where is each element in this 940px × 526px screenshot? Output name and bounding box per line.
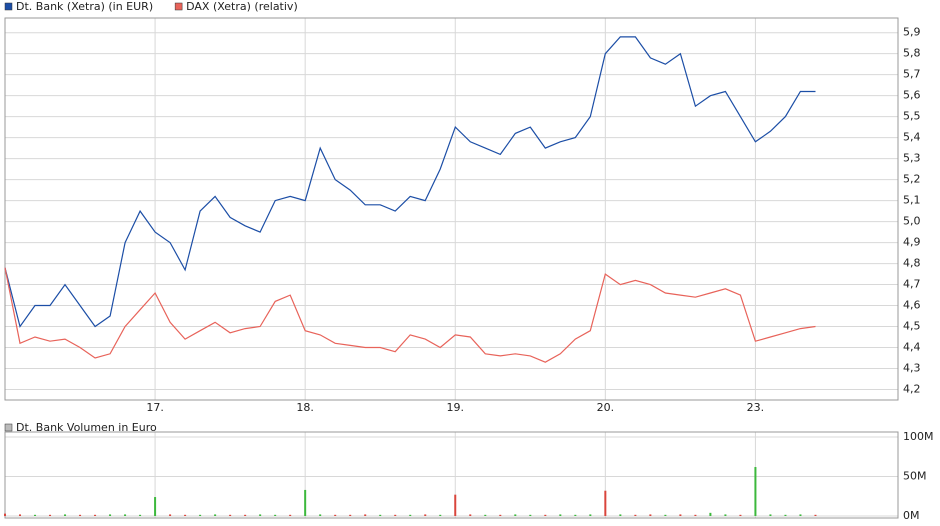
plot-border: [4, 431, 899, 519]
volume-bar: [454, 494, 457, 516]
panel-title: Dt. Bank Volumen in Euro: [16, 421, 157, 434]
volume-bar: [229, 514, 232, 516]
x-tick-label: 18.: [296, 401, 314, 414]
legend-swatch: [174, 2, 183, 11]
volume-bar: [739, 514, 742, 516]
volume-bar: [634, 514, 637, 516]
y-tick-label: 5,8: [903, 47, 921, 60]
y-tick-label: 5,3: [903, 152, 921, 165]
y-tick-label: 5,4: [903, 131, 921, 144]
y-tick-label: 4,5: [903, 320, 921, 333]
y-tick-label: 4,4: [903, 341, 921, 354]
volume-bar: [349, 514, 352, 516]
volume-bar: [379, 514, 382, 516]
series-line: [4, 267, 816, 363]
volume-bar: [124, 514, 127, 516]
title-swatch: [4, 423, 13, 432]
y-tick-label: 50M: [903, 470, 927, 483]
volume-bar: [604, 490, 607, 516]
volume-bar: [784, 514, 787, 516]
volume-bar: [64, 514, 67, 516]
x-tick-label: 19.: [447, 401, 465, 414]
y-tick-label: 5,2: [903, 173, 921, 186]
y-tick-label: 5,1: [903, 194, 921, 207]
volume-bar: [154, 497, 157, 516]
legend-swatch: [4, 2, 13, 11]
volume-bar: [334, 514, 337, 516]
volume-bar: [199, 514, 202, 516]
volume-bar: [499, 514, 502, 516]
volume-bar: [109, 514, 112, 516]
volume-bar: [709, 512, 712, 516]
legend-label: DAX (Xetra) (relativ): [186, 0, 298, 13]
y-tick-label: 4,7: [903, 278, 921, 291]
volume-bar: [304, 489, 307, 516]
x-tick-label: 23.: [747, 401, 765, 414]
volume-bar: [439, 514, 442, 516]
volume-bar: [94, 514, 97, 516]
volume-bar: [574, 514, 577, 516]
volume-bar: [589, 514, 592, 516]
volume-bar: [514, 514, 517, 516]
volume-bar: [139, 514, 142, 516]
volume-bar: [799, 514, 802, 516]
volume-bar: [394, 514, 397, 516]
volume-bar: [214, 514, 217, 516]
volume-bar: [409, 514, 412, 516]
y-tick-label: 4,6: [903, 299, 921, 312]
volume-bar: [664, 514, 667, 516]
volume-bar: [679, 514, 682, 516]
y-tick-label: 4,9: [903, 236, 921, 249]
y-tick-label: 4,2: [903, 383, 921, 396]
volume-bar: [754, 467, 757, 516]
plot-border: [4, 17, 899, 401]
y-tick-label: 5,5: [903, 110, 921, 123]
volume-bar: [484, 514, 487, 516]
volume-bar: [274, 514, 277, 516]
volume-bar: [4, 513, 6, 516]
y-tick-label: 5,6: [903, 89, 921, 102]
series-line: [4, 36, 816, 328]
x-tick-label: 17.: [146, 401, 164, 414]
volume-bar: [19, 514, 22, 516]
y-tick-label: 5,9: [903, 26, 921, 39]
volume-bar: [244, 514, 247, 516]
volume-bar: [34, 514, 37, 516]
y-tick-label: 5,7: [903, 68, 921, 81]
y-tick-label: 4,3: [903, 362, 921, 375]
volume-bar: [544, 514, 547, 516]
volume-bar: [319, 514, 322, 516]
volume-bar: [694, 514, 697, 516]
volume-bar: [364, 514, 367, 516]
y-tick-label: 4,8: [903, 257, 921, 270]
volume-bar: [184, 514, 187, 516]
volume-bar: [814, 514, 817, 516]
volume-bar: [724, 514, 727, 516]
volume-bar: [529, 514, 532, 516]
volume-bar: [559, 514, 562, 516]
volume-bar: [49, 514, 52, 516]
volume-bar: [769, 514, 772, 516]
y-tick-label: 0M: [903, 509, 920, 522]
volume-bar: [259, 514, 262, 516]
legend-label: Dt. Bank (Xetra) (in EUR): [16, 0, 153, 13]
volume-bar: [619, 514, 622, 516]
y-tick-label: 5,0: [903, 215, 921, 228]
volume-bar: [424, 514, 427, 516]
volume-bar: [649, 514, 652, 516]
y-tick-label: 100M: [903, 430, 934, 443]
x-tick-label: 20.: [597, 401, 615, 414]
volume-bar: [289, 514, 292, 516]
volume-bar: [469, 514, 472, 516]
volume-bar: [79, 514, 82, 516]
volume-bar: [169, 514, 172, 516]
